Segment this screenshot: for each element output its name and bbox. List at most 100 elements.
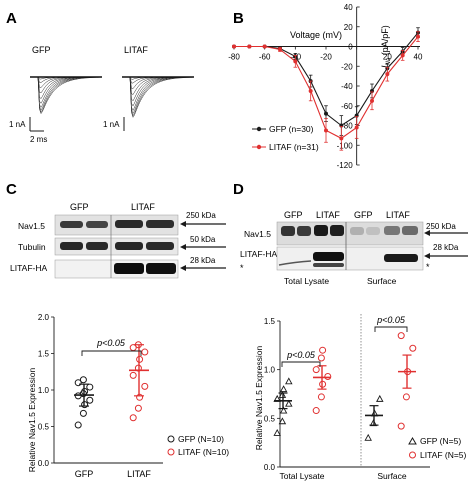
iv-y-tick-label: 20	[344, 23, 353, 32]
panel-c-letter: C	[6, 181, 17, 198]
panel-d-letter: D	[233, 181, 244, 198]
scatter-d-significance-1: p<0.05	[286, 350, 316, 360]
scatter-c-y-label: Relative Nav1.5 Expression	[27, 368, 37, 473]
blot-c-row-tubulin: Tubulin	[18, 242, 46, 252]
iv-point	[293, 59, 298, 64]
panel-d: D GFP LITAF GFP LITAF Nav1.5 LITAF-HA * …	[233, 181, 468, 481]
current-traces-gfp	[30, 76, 102, 115]
iv-y-tick-label: -40	[341, 82, 353, 91]
iv-x-tick-label: -60	[259, 53, 271, 62]
blot-d-header-gfp-2: GFP	[354, 210, 373, 220]
iv-point	[416, 34, 420, 39]
iv-x-axis-label: Voltage (mV)	[290, 30, 342, 40]
scatter-d-point	[312, 407, 320, 415]
iv-point	[324, 128, 328, 133]
scatter-d-point	[278, 417, 287, 425]
blot-d-size-28: 28 kDa	[433, 243, 459, 252]
current-trace	[30, 76, 101, 94]
current-trace	[30, 76, 101, 99]
blot-c-header-litaf: LITAF	[131, 202, 155, 212]
panel-b: B -80-60-40-20204040200-20-40-60-80-100-…	[228, 3, 423, 170]
panel-a-label-gfp: GFP	[32, 45, 51, 55]
blot-d-header-litaf-1: LITAF	[316, 210, 340, 220]
band-c-tub-1	[60, 242, 83, 250]
band-d-nav-6	[366, 227, 380, 235]
scatter-c-point	[86, 396, 94, 404]
blot-d-size-250: 250 kDa	[426, 222, 456, 231]
scatter-c-y-tick-label: 2.0	[38, 313, 50, 322]
band-d-nav-7	[384, 226, 400, 235]
scatter-c-category-label: GFP	[75, 469, 94, 479]
current-trace	[122, 76, 193, 95]
scatter-d-significance-2: p<0.05	[376, 315, 406, 325]
scatter-c-point	[129, 414, 137, 422]
scatter-d-point	[279, 385, 288, 393]
scatter-c-point	[79, 376, 87, 384]
panel-a: A GFP LITAF 1 nA 2 ms 1 nA	[6, 10, 194, 144]
current-trace	[122, 76, 194, 115]
iv-point	[400, 53, 405, 58]
scatter-d-y-tick-label: 1.5	[264, 317, 276, 326]
current-trace	[122, 76, 193, 107]
panel-a-letter: A	[6, 10, 17, 27]
iv-y-axis-label: INa (pA/pF)	[380, 25, 392, 68]
scale-current-label: 1 nA	[9, 120, 26, 129]
iv-y-tick-label: -60	[341, 102, 353, 111]
iv-point	[262, 44, 267, 49]
iv-x-tick-label: -20	[320, 53, 332, 62]
scale-time-label: 2 ms	[30, 135, 47, 144]
scatter-c-point	[79, 409, 87, 417]
blot-c-header-gfp: GFP	[70, 202, 89, 212]
scatter-c-category-label: LITAF	[127, 469, 151, 479]
marker-d-28-arrow	[424, 253, 430, 259]
scatter-d-sig-bracket-2	[374, 326, 408, 332]
scatter-d-y-tick-label: 0.0	[264, 463, 276, 472]
scatter-c-point	[74, 379, 82, 387]
scatter-d-legend-litaf: LITAF (N=5)	[420, 450, 467, 460]
iv-point	[370, 98, 374, 103]
panel-c: C GFP LITAF Nav1.5 Tubulin LITAF-HA 250 …	[6, 181, 229, 479]
iv-y-tick-label: -120	[337, 161, 354, 170]
scatter-c-legend-litaf: LITAF (N=10)	[178, 447, 229, 457]
scatter-c-sig-bracket	[81, 350, 142, 356]
marker-d-250-arrow	[424, 230, 430, 236]
blot-d-header-litaf-2: LITAF	[386, 210, 410, 220]
blot-d-row-litaf-ha: LITAF-HA	[240, 249, 277, 259]
legend-d-gfp-marker	[408, 437, 417, 445]
blot-d-asterisk-left: *	[240, 263, 244, 273]
band-d-nav-2	[297, 226, 311, 236]
band-d-nav-5	[350, 227, 364, 235]
iv-y-tick-label: -80	[341, 122, 353, 131]
scatter-d-point	[285, 377, 293, 385]
scatter-c-legend-gfp: GFP (N=10)	[178, 434, 224, 444]
legend-d-litaf-marker	[409, 451, 416, 459]
scatter-c-point	[86, 383, 94, 391]
blot-c-size-50: 50 kDa	[190, 235, 216, 244]
blot-c-size-28: 28 kDa	[190, 256, 216, 265]
scatter-d-y-tick-label: 0.5	[264, 414, 276, 423]
blot-d-asterisk-right: *	[426, 262, 430, 272]
marker-c-50-arrow	[180, 244, 186, 250]
iv-x-tick-label: -80	[228, 53, 240, 62]
band-d-ha-faint-1	[278, 260, 312, 266]
band-d-nav-1	[281, 226, 295, 236]
scatter-d-category-label: Surface	[377, 471, 407, 481]
scatter-c-y-tick-label: 0.0	[38, 459, 50, 468]
iv-point	[324, 111, 328, 116]
scatter-c-y-tick-label: 1.0	[38, 386, 50, 395]
iv-point	[278, 47, 282, 52]
band-d-ha-2	[313, 263, 344, 267]
band-c-tub-4	[146, 242, 174, 250]
scatter-c-significance: p<0.05	[96, 338, 126, 348]
iv-axes: -80-60-40-20204040200-20-40-60-80-100-12…	[228, 3, 423, 170]
scatter-d-point	[376, 394, 384, 402]
iv-point	[354, 125, 359, 130]
band-c-ha-2	[146, 263, 176, 274]
current-trace	[122, 76, 194, 118]
iv-y-label-unit: (pA/pF)	[380, 25, 390, 58]
legend-c-litaf-marker	[167, 448, 175, 456]
blot-c-size-250: 250 kDa	[186, 211, 216, 220]
iv-x-tick-label: 20	[383, 53, 392, 62]
current-trace	[122, 76, 193, 102]
